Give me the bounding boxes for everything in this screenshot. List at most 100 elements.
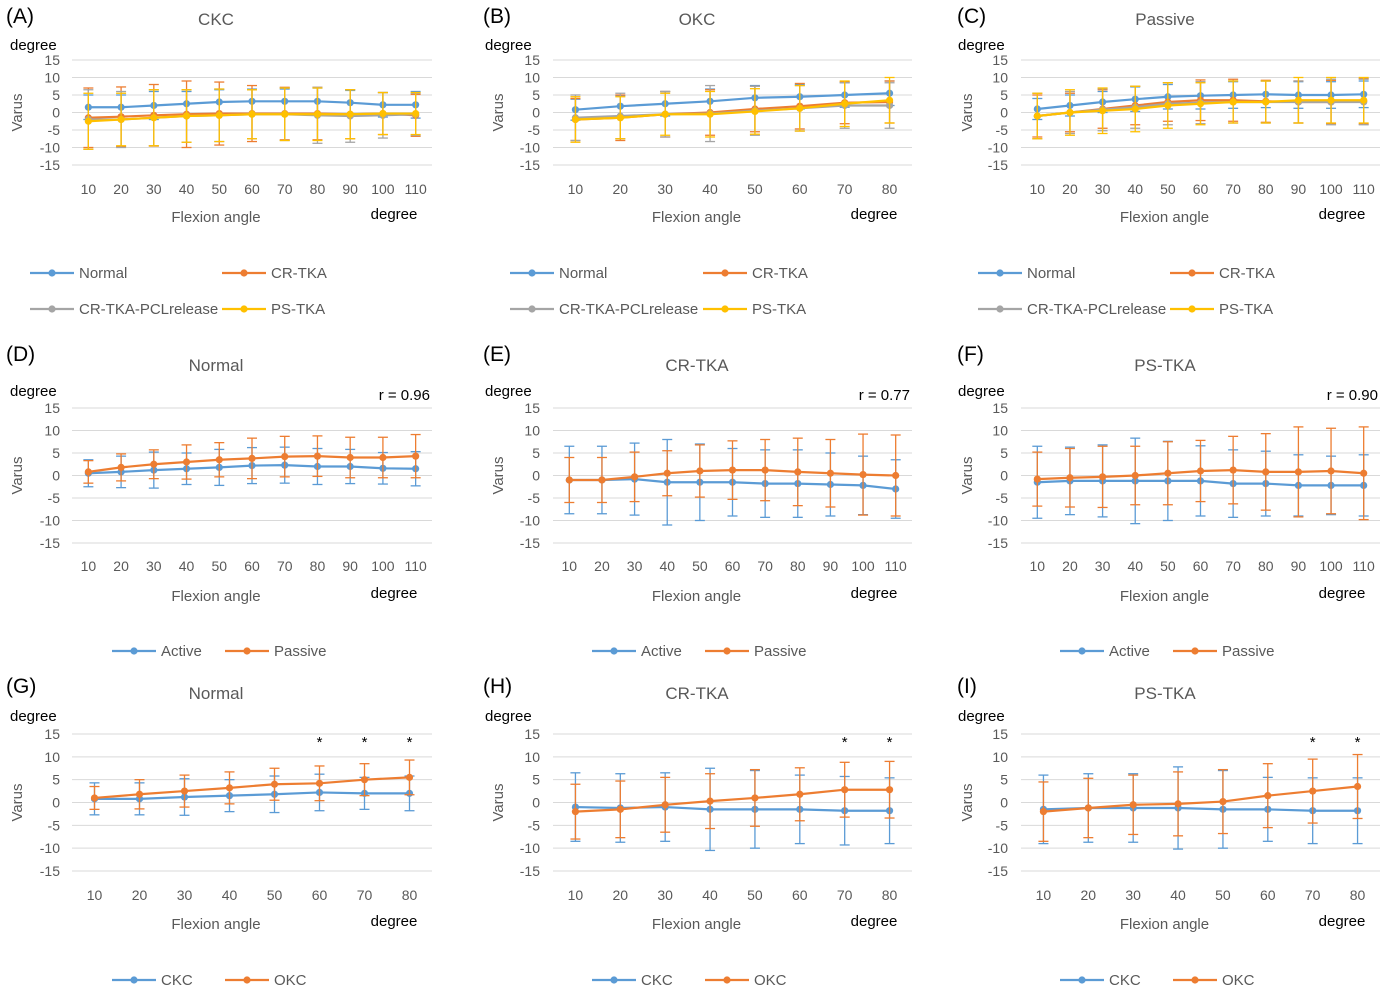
x-tick-label: 70 <box>757 558 773 574</box>
legend-label: CR-TKA <box>271 265 327 282</box>
y-tick-label: 0 <box>532 795 540 811</box>
data-point <box>616 805 624 813</box>
data-point <box>616 114 624 122</box>
data-point <box>661 801 669 809</box>
legend-label: CR-TKA-PCLrelease <box>79 301 218 318</box>
x-axis-unit: degree <box>371 913 418 930</box>
legend-item: OKC <box>705 972 787 988</box>
correlation-label: r = 0.90 <box>1327 387 1378 404</box>
data-point <box>794 468 802 476</box>
y-tick-label: 0 <box>532 468 540 484</box>
data-point <box>1264 792 1272 800</box>
legend-marker <box>610 647 618 655</box>
y-tick-label: -5 <box>996 122 1009 138</box>
legend-item: Normal <box>510 265 607 282</box>
y-tick-label: -10 <box>520 513 540 529</box>
x-tick-label: 60 <box>312 887 328 903</box>
data-point <box>412 452 420 460</box>
x-tick-label: 10 <box>568 887 584 903</box>
data-point <box>761 466 769 474</box>
x-tick-label: 110 <box>1353 558 1376 574</box>
legend-label: Normal <box>1027 265 1075 282</box>
data-point <box>565 476 573 484</box>
y-tick-label: -15 <box>988 157 1008 173</box>
legend-item: Normal <box>978 265 1075 282</box>
significance-marker: * <box>407 734 413 751</box>
data-point <box>1327 467 1335 475</box>
chart-title: PS-TKA <box>1134 684 1196 703</box>
legend-marker <box>130 647 138 655</box>
data-point <box>841 100 849 108</box>
data-point <box>405 773 414 781</box>
x-tick-label: 30 <box>657 887 673 903</box>
legend-item: CKC <box>592 972 673 988</box>
x-tick-label: 30 <box>657 181 673 197</box>
y-tick-label: 0 <box>52 468 60 484</box>
y-tick-label: 15 <box>44 726 60 742</box>
legend: Normal CR-TKA CR-TKA-PCLrelease PS-TKA <box>978 265 1275 318</box>
legend-label: CR-TKA <box>752 265 808 282</box>
y-axis-unit: degree <box>485 708 532 725</box>
data-point <box>281 110 289 118</box>
data-point <box>1309 787 1317 795</box>
panel-label: (H) <box>483 675 512 698</box>
x-tick-label: 40 <box>702 887 718 903</box>
data-point <box>379 109 387 118</box>
data-point <box>1360 469 1368 477</box>
series-ps-tka <box>1032 76 1369 140</box>
legend-marker <box>996 305 1004 313</box>
data-point <box>313 452 322 460</box>
legend-label: CR-TKA <box>1219 265 1275 282</box>
legend-item: CR-TKA <box>1170 265 1275 282</box>
data-point <box>892 471 900 480</box>
x-tick-label: 70 <box>837 181 853 197</box>
legend-label: Active <box>641 643 682 660</box>
data-point <box>1196 100 1205 108</box>
x-tick-label: 10 <box>1036 887 1052 903</box>
data-point <box>751 794 759 802</box>
y-axis-label: Varus <box>959 456 976 494</box>
y-tick-label: 10 <box>524 749 540 765</box>
chart-title: Passive <box>1135 10 1195 29</box>
data-point <box>1327 96 1335 104</box>
legend-item: CKC <box>1060 972 1141 988</box>
data-point <box>751 107 759 116</box>
legend-label: OKC <box>754 972 787 988</box>
legend-marker <box>723 647 731 655</box>
x-tick-label: 90 <box>1291 558 1307 574</box>
x-tick-label: 110 <box>1353 181 1376 197</box>
data-point <box>150 460 158 468</box>
data-point <box>885 96 894 104</box>
x-tick-label: 40 <box>1127 558 1143 574</box>
legend-item: Normal <box>30 265 127 282</box>
data-point <box>706 110 714 118</box>
legend-item: Passive <box>705 643 807 660</box>
y-tick-label: 5 <box>52 445 60 461</box>
y-axis-unit: degree <box>958 37 1005 54</box>
x-tick-label: 40 <box>702 181 718 197</box>
x-tick-label: 40 <box>222 887 238 903</box>
data-point <box>1353 782 1362 791</box>
x-tick-label: 80 <box>1258 558 1274 574</box>
y-tick-label: 15 <box>524 52 540 68</box>
x-tick-label: 70 <box>837 887 853 903</box>
data-point <box>1066 108 1074 117</box>
data-point <box>1229 98 1237 106</box>
y-tick-label: -10 <box>988 513 1008 529</box>
legend-item: CR-TKA <box>703 265 808 282</box>
x-axis-label: Flexion angle <box>652 588 741 605</box>
data-point <box>315 779 324 787</box>
legend-label: OKC <box>1222 972 1255 988</box>
x-tick-label: 80 <box>882 887 898 903</box>
y-tick-label: -10 <box>40 840 60 856</box>
legend-label: Active <box>1109 643 1150 660</box>
y-tick-label: 15 <box>992 400 1008 416</box>
legend-marker <box>1078 976 1086 984</box>
data-point <box>841 786 849 794</box>
x-tick-label: 30 <box>1125 887 1141 903</box>
data-point <box>215 456 223 464</box>
x-tick-label: 110 <box>404 181 427 197</box>
x-tick-label: 100 <box>371 558 395 574</box>
